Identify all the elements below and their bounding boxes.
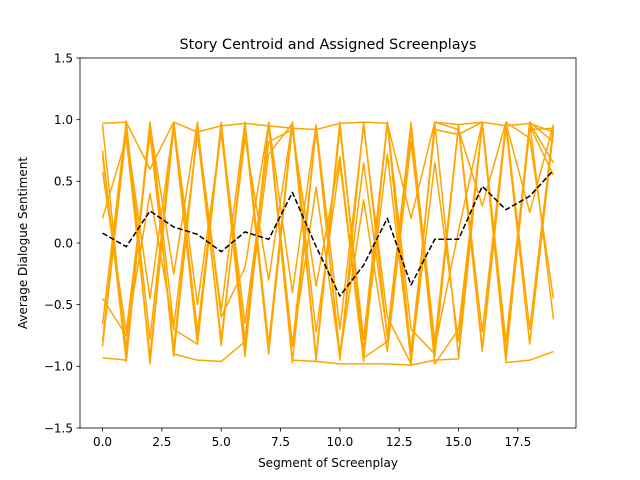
series-line-11 <box>101 123 554 365</box>
series-line-1 <box>102 121 554 220</box>
centroid-line <box>102 169 555 297</box>
y-tick-label: −1.5 <box>44 421 73 435</box>
y-tick-label: 1.5 <box>54 51 73 65</box>
y-axis-ticks: −1.5 −1.0 −0.5 0.0 0.5 1.0 1.5 <box>44 51 80 435</box>
y-tick-label: 1.0 <box>54 113 73 127</box>
x-tick-label: 15.0 <box>445 435 472 449</box>
y-tick-label: −1.0 <box>44 360 73 374</box>
x-axis-label: Segment of Screenplay <box>258 456 398 470</box>
y-tick-label: 0.5 <box>54 175 73 189</box>
series-layer <box>101 120 555 366</box>
y-tick-label: 0.0 <box>54 236 73 250</box>
y-axis-label: Average Dialogue Sentiment <box>16 157 30 329</box>
x-tick-label: 7.5 <box>271 435 290 449</box>
x-tick-label: 12.5 <box>386 435 413 449</box>
x-tick-label: 2.5 <box>152 435 171 449</box>
x-tick-label: 0.0 <box>93 435 112 449</box>
x-tick-label: 10.0 <box>327 435 354 449</box>
series-line-5 <box>101 121 555 365</box>
x-tick-label: 5.0 <box>212 435 231 449</box>
y-tick-label: −0.5 <box>44 298 73 312</box>
x-tick-label: 17.5 <box>504 435 531 449</box>
chart-title: Story Centroid and Assigned Screenplays <box>179 37 476 53</box>
x-axis-ticks: 0.0 2.5 5.0 7.5 10.0 12.5 15.0 17.5 <box>93 428 531 449</box>
centroid-layer <box>102 169 555 297</box>
